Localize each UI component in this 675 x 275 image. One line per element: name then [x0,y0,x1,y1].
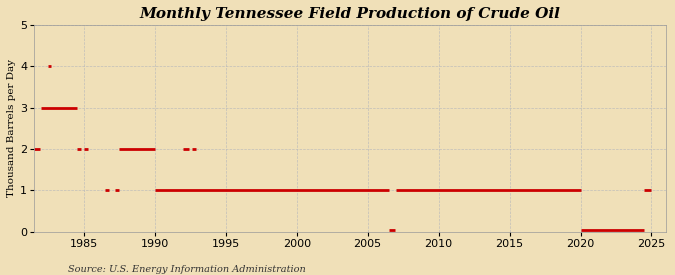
Title: Monthly Tennessee Field Production of Crude Oil: Monthly Tennessee Field Production of Cr… [140,7,560,21]
Text: Source: U.S. Energy Information Administration: Source: U.S. Energy Information Administ… [68,265,305,274]
Y-axis label: Thousand Barrels per Day: Thousand Barrels per Day [7,59,16,197]
